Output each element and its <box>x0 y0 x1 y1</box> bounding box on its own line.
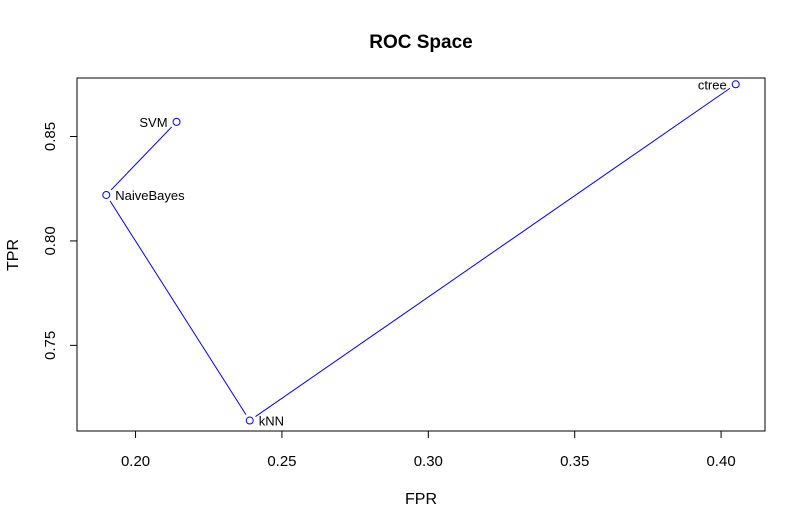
point-label: kNN <box>259 414 284 429</box>
x-axis-label: FPR <box>405 491 437 508</box>
point-marker <box>172 117 181 126</box>
y-tick-label: 0.75 <box>42 331 59 360</box>
x-tick-label: 0.30 <box>414 453 443 470</box>
point-label: SVM <box>139 115 167 130</box>
roc-series: SVM NaiveBayes kNN ctree <box>102 77 740 429</box>
point-marker <box>731 80 740 89</box>
series-segment <box>109 200 247 415</box>
y-tick-label: 0.80 <box>42 226 59 255</box>
point-label: ctree <box>698 77 727 92</box>
x-tick-label: 0.40 <box>706 453 735 470</box>
x-tick-label: 0.20 <box>121 453 150 470</box>
point-marker <box>245 416 254 425</box>
chart-title: ROC Space <box>369 32 472 53</box>
x-tick-label: 0.25 <box>267 453 296 470</box>
point-marker <box>102 190 111 199</box>
series-segment <box>255 87 731 417</box>
x-axis: 0.20 0.25 0.30 0.35 0.40 <box>121 430 736 470</box>
x-tick-label: 0.35 <box>560 453 589 470</box>
y-tick-label: 0.85 <box>42 122 59 151</box>
series-segment <box>110 126 173 191</box>
plot-frame <box>76 77 766 432</box>
y-axis: 0.75 0.80 0.85 <box>42 122 78 360</box>
y-axis-label: TPR <box>5 239 22 271</box>
point-label: NaiveBayes <box>115 188 185 203</box>
